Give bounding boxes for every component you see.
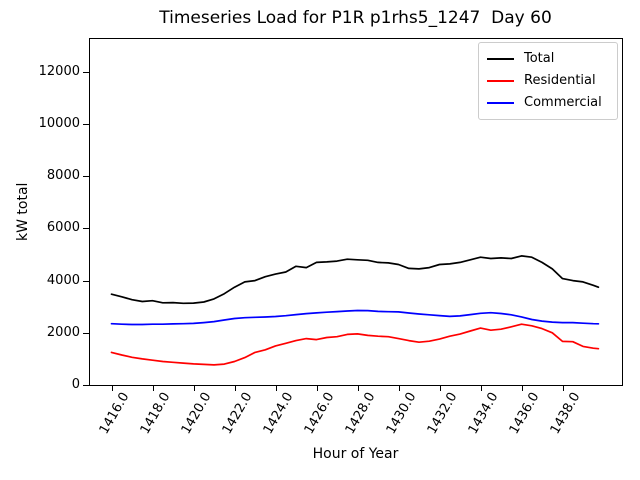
y-tick-label: 2000 (46, 324, 80, 340)
chart-title: Timeseries Load for P1R p1rhs5_1247 Day … (159, 8, 552, 28)
legend-label: Residential (524, 73, 596, 88)
legend-entry-total: Total (487, 48, 609, 70)
y-tick-label: 10000 (38, 116, 80, 132)
series-line-residential (110, 323, 600, 366)
legend-label: Total (524, 51, 555, 66)
legend-label: Commercial (524, 95, 602, 110)
legend-line-swatch (487, 102, 514, 104)
legend-entry-commercial: Commercial (487, 92, 609, 114)
legend-line-swatch (487, 58, 514, 60)
legend-entry-residential: Residential (487, 70, 609, 92)
x-axis-label: Hour of Year (312, 446, 399, 462)
y-tick-label: 0 (71, 377, 80, 392)
series-line-total (110, 255, 600, 305)
legend: Total Residential Commercial (478, 42, 618, 120)
series-line-commercial (110, 309, 600, 326)
legend-line-swatch (487, 80, 514, 82)
y-tick-label: 6000 (46, 220, 80, 236)
axes-frame (89, 38, 623, 386)
y-tick-label: 8000 (46, 168, 80, 184)
y-tick-label: 12000 (38, 63, 80, 79)
y-tick-label: 4000 (46, 272, 80, 288)
